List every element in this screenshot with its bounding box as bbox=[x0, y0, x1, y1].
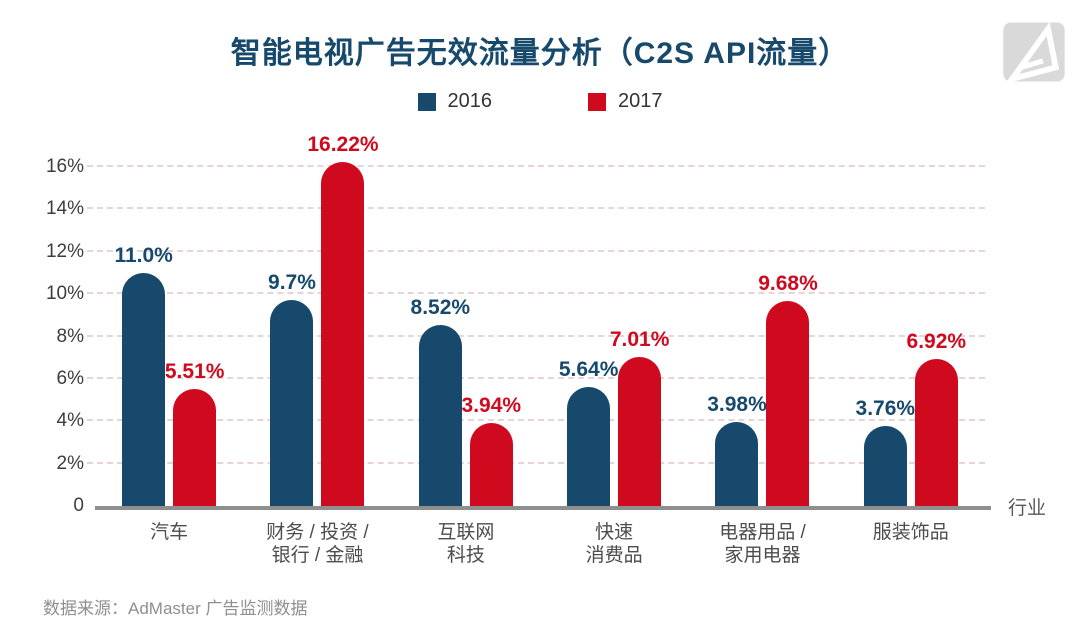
bar-value-label-2017-0: 5.51% bbox=[164, 360, 225, 384]
bar-2017-4: 9.68% bbox=[758, 272, 818, 506]
y-axis-labels: 16% 14% 12% 10% 8% 6% 4% 2% 0 bbox=[24, 150, 84, 516]
bar-2017-0: 5.51% bbox=[165, 360, 224, 506]
category-label-1: 财务 / 投资 / 银行 / 金融 bbox=[266, 522, 369, 566]
y-tick-label-16: 16% bbox=[45, 156, 84, 177]
y-tick-label-14: 14% bbox=[45, 198, 84, 220]
legend-swatch-2016 bbox=[417, 92, 436, 111]
legend-label-2017: 2017 bbox=[618, 90, 663, 112]
bar-group-0: 11.0% 5.51% bbox=[95, 150, 243, 506]
y-tick-label-12: 12% bbox=[45, 240, 84, 262]
gridline-14 bbox=[87, 207, 985, 210]
category-label-0: 汽车 bbox=[150, 522, 189, 543]
admaster-logo bbox=[1002, 18, 1066, 86]
y-tick-label-8: 8% bbox=[56, 325, 84, 347]
bar-group-3: 5.64% 7.01% bbox=[540, 150, 688, 506]
gridline-10 bbox=[87, 292, 985, 295]
legend: 2016 2017 bbox=[0, 90, 1080, 113]
legend-label-2016: 2016 bbox=[447, 90, 493, 112]
x-axis-title: 行业 bbox=[1008, 498, 1047, 519]
bar-2016-5: 3.76% bbox=[856, 397, 915, 506]
y-tick-label-0: 0 bbox=[73, 495, 84, 516]
bar-value-label-2017-5: 6.92% bbox=[906, 330, 967, 354]
gridline-12 bbox=[87, 249, 985, 252]
bar-value-label-2017-3: 7.01% bbox=[609, 328, 670, 352]
legend-swatch-2017 bbox=[588, 92, 606, 111]
admaster-logo-icon bbox=[1003, 21, 1065, 84]
bar-value-label-2016-4: 3.98% bbox=[707, 392, 767, 416]
x-axis-line bbox=[95, 506, 991, 510]
bar-value-label-2016-3: 5.64% bbox=[558, 357, 619, 381]
y-tick-label-4: 4% bbox=[56, 410, 84, 432]
bar-group-4: 3.98% 9.68% bbox=[688, 150, 836, 506]
bar-2017-2: 3.94% bbox=[462, 394, 521, 506]
bar-2017-5: 6.92% bbox=[907, 330, 966, 506]
category-label-3: 快速 消费品 bbox=[585, 522, 643, 566]
gridline-6 bbox=[87, 376, 985, 379]
category-label-4: 电器用品 / 家用电器 bbox=[719, 522, 806, 566]
bar-value-label-2016-0: 11.0% bbox=[114, 243, 173, 267]
bar-value-label-2017-1: 16.22% bbox=[307, 133, 379, 157]
y-tick-label-10: 10% bbox=[45, 283, 84, 305]
bar-2016-1: 9.7% bbox=[268, 271, 316, 506]
bar-value-label-2017-2: 3.94% bbox=[461, 393, 522, 417]
bar-group-5: 3.76% 6.92% bbox=[837, 150, 985, 506]
bar-2016-3: 5.64% bbox=[559, 358, 618, 506]
bar-value-label-2016-1: 9.7% bbox=[268, 271, 316, 295]
bar-2017-1: 16.22% bbox=[307, 133, 379, 506]
chart-title: 智能电视广告无效流量分析（C2S API流量） bbox=[230, 37, 850, 70]
gridline-2 bbox=[87, 461, 985, 464]
data-source-note: 数据来源：AdMaster 广告监测数据 bbox=[43, 599, 308, 618]
gridline-16 bbox=[87, 165, 985, 167]
bar-2016-2: 8.52% bbox=[411, 296, 470, 506]
gridline-8 bbox=[87, 334, 985, 337]
bar-value-label-2017-4: 9.68% bbox=[758, 271, 818, 295]
legend-item-2017: 2017 bbox=[588, 90, 663, 113]
bar-2017-3: 7.01% bbox=[610, 328, 669, 506]
bar-2016-0: 11.0% bbox=[114, 244, 173, 506]
plot-area: 11.0% 5.51% 9.7% 16.22% 8.52% 3.94% 5.64% 7.01%… bbox=[87, 133, 991, 510]
bar-group-1: 9.7% 16.22% bbox=[243, 133, 391, 506]
bar-value-label-2016-5: 3.76% bbox=[855, 397, 916, 421]
y-tick-label-6: 6% bbox=[56, 367, 84, 389]
gridline-4 bbox=[87, 419, 985, 422]
legend-item-2016: 2016 bbox=[417, 90, 493, 113]
category-label-5: 服装饰品 bbox=[872, 522, 949, 543]
category-labels: 汽车 财务 / 投资 / 银行 / 金融 互联网 科技 快速 消费品 电器用品 / 家用电器 服装… bbox=[95, 521, 985, 567]
bar-value-label-2016-2: 8.52% bbox=[410, 296, 471, 320]
category-label-2: 互联网 科技 bbox=[437, 522, 495, 566]
y-tick-label-2: 2% bbox=[56, 452, 84, 474]
bar-group-2: 8.52% 3.94% bbox=[392, 150, 540, 506]
bar-2016-4: 3.98% bbox=[707, 393, 767, 506]
